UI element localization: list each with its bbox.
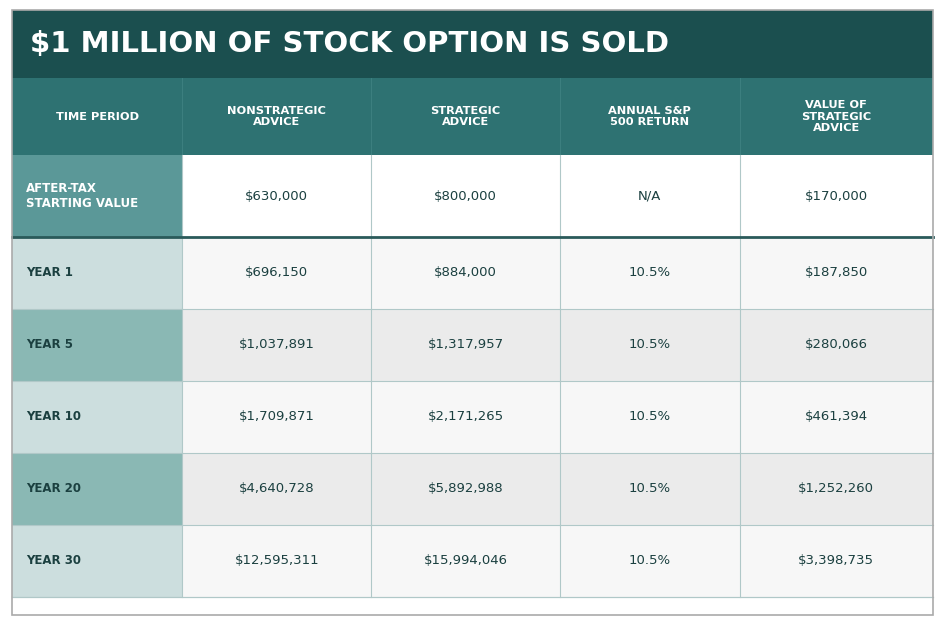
Bar [12, 237, 182, 309]
Bar [739, 309, 932, 381]
Bar [12, 597, 932, 612]
Text: YEAR 10: YEAR 10 [26, 411, 81, 424]
Bar [371, 381, 560, 453]
Text: YEAR 5: YEAR 5 [26, 339, 73, 351]
Bar [12, 525, 182, 597]
Bar [560, 155, 739, 237]
Bar [12, 309, 182, 381]
Text: YEAR 20: YEAR 20 [26, 482, 81, 496]
Bar [739, 155, 932, 237]
Bar [12, 78, 182, 155]
Text: VALUE OF
STRATEGIC
ADVICE: VALUE OF STRATEGIC ADVICE [801, 100, 870, 133]
Text: $630,000: $630,000 [245, 189, 308, 202]
Bar [560, 525, 739, 597]
Text: 10.5%: 10.5% [628, 339, 670, 351]
Text: NONSTRATEGIC
ADVICE: NONSTRATEGIC ADVICE [228, 106, 326, 127]
Bar [560, 381, 739, 453]
Bar [560, 453, 739, 525]
Text: YEAR 30: YEAR 30 [26, 554, 81, 568]
Text: $3,398,735: $3,398,735 [798, 554, 873, 568]
Bar [182, 309, 371, 381]
Text: ANNUAL S&P
500 RETURN: ANNUAL S&P 500 RETURN [608, 106, 690, 127]
Bar [739, 237, 932, 309]
Bar [371, 237, 560, 309]
Bar [739, 525, 932, 597]
Text: 10.5%: 10.5% [628, 482, 670, 496]
Text: $1 MILLION OF STOCK OPTION IS SOLD: $1 MILLION OF STOCK OPTION IS SOLD [30, 30, 668, 58]
Text: $461,394: $461,394 [804, 411, 867, 424]
Bar [182, 155, 371, 237]
Text: $884,000: $884,000 [433, 266, 497, 279]
Text: $187,850: $187,850 [804, 266, 867, 279]
Bar [182, 237, 371, 309]
Bar [182, 525, 371, 597]
Text: YEAR 1: YEAR 1 [26, 266, 73, 279]
Bar [739, 453, 932, 525]
Text: $1,317,957: $1,317,957 [427, 339, 503, 351]
Bar [182, 78, 371, 155]
Bar [560, 237, 739, 309]
Text: $5,892,988: $5,892,988 [428, 482, 503, 496]
Text: $1,037,891: $1,037,891 [239, 339, 314, 351]
Text: 10.5%: 10.5% [628, 411, 670, 424]
Bar [12, 155, 182, 237]
Text: STRATEGIC
ADVICE: STRATEGIC ADVICE [430, 106, 500, 127]
Bar [12, 10, 932, 78]
Bar [182, 381, 371, 453]
Text: $2,171,265: $2,171,265 [427, 411, 503, 424]
Text: $170,000: $170,000 [804, 189, 867, 202]
Text: $4,640,728: $4,640,728 [239, 482, 314, 496]
Text: $1,709,871: $1,709,871 [239, 411, 314, 424]
Text: $696,150: $696,150 [244, 266, 308, 279]
Text: TIME PERIOD: TIME PERIOD [56, 111, 139, 121]
Text: $12,595,311: $12,595,311 [234, 554, 319, 568]
Text: N/A: N/A [637, 189, 661, 202]
Text: AFTER-TAX
STARTING VALUE: AFTER-TAX STARTING VALUE [26, 182, 138, 210]
Bar [371, 78, 560, 155]
Text: $800,000: $800,000 [433, 189, 497, 202]
Bar [560, 309, 739, 381]
Bar [739, 381, 932, 453]
Bar [12, 453, 182, 525]
Text: $1,252,260: $1,252,260 [798, 482, 873, 496]
Bar [12, 381, 182, 453]
Bar [371, 525, 560, 597]
Text: 10.5%: 10.5% [628, 554, 670, 568]
Text: $280,066: $280,066 [804, 339, 867, 351]
Bar [371, 309, 560, 381]
Bar [371, 453, 560, 525]
Bar [739, 78, 932, 155]
Bar [371, 155, 560, 237]
Text: 10.5%: 10.5% [628, 266, 670, 279]
Bar [560, 78, 739, 155]
Text: $15,994,046: $15,994,046 [423, 554, 507, 568]
Bar [182, 453, 371, 525]
